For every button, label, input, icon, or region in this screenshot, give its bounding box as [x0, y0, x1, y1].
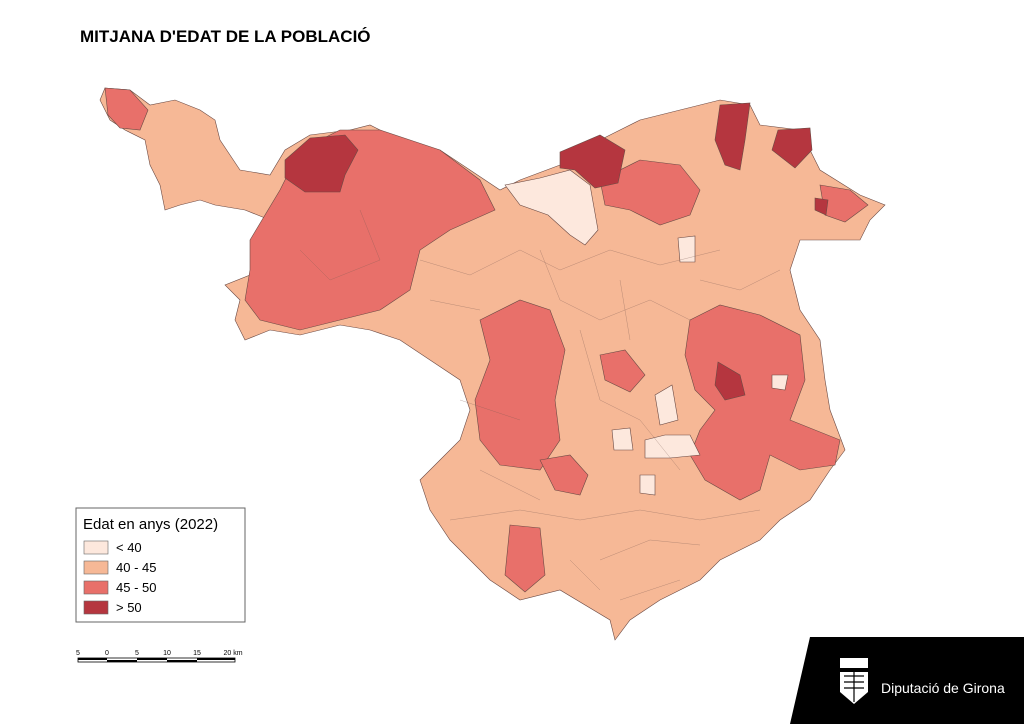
- region: [611, 427, 634, 451]
- region: [559, 134, 626, 189]
- region: [771, 374, 789, 391]
- region: [677, 235, 696, 263]
- scale-label: 5: [76, 650, 80, 657]
- scale-label: 5: [135, 650, 139, 657]
- region: [814, 197, 829, 216]
- region: [599, 159, 701, 226]
- region: [771, 127, 813, 169]
- region: [714, 361, 746, 401]
- region: [539, 454, 589, 496]
- region: [654, 384, 679, 426]
- logo-crown: [840, 658, 868, 668]
- scale-label: 10: [163, 650, 171, 657]
- legend-swatch: [83, 600, 109, 615]
- map: [99, 87, 886, 641]
- region: [639, 474, 656, 496]
- region: [504, 524, 546, 593]
- legend-swatch: [83, 580, 109, 595]
- scale-segment: [78, 658, 107, 660]
- scale-segment: [137, 658, 167, 660]
- legend: Edat en anys (2022) < 40 40 - 45 45 - 50 > …: [75, 507, 246, 623]
- region: [714, 102, 751, 171]
- legend-label: 45 - 50: [116, 580, 156, 595]
- legend-label: < 40: [116, 540, 142, 555]
- legend-swatch: [83, 560, 109, 575]
- region: [504, 169, 599, 246]
- scale-label: 20 km: [223, 650, 242, 657]
- scale-segment: [167, 660, 197, 662]
- scale-segment: [107, 660, 137, 662]
- scale-label: 15: [193, 650, 201, 657]
- scale-label: 0: [105, 650, 109, 657]
- logo-text: Diputació de Girona: [881, 680, 1005, 696]
- region: [599, 349, 646, 393]
- legend-label: 40 - 45: [116, 560, 156, 575]
- region: [104, 87, 149, 131]
- legend-label: > 50: [116, 600, 142, 615]
- logo-shield-lines: [844, 672, 864, 702]
- region: [644, 434, 701, 459]
- legend-swatch: [83, 540, 109, 555]
- scale-segment: [197, 658, 235, 660]
- legend-items: < 40 40 - 45 45 - 50 > 50: [83, 540, 156, 615]
- region: [684, 304, 841, 501]
- map-title: MITJANA D'EDAT DE LA POBLACIÓ: [80, 27, 371, 46]
- region: [474, 299, 566, 471]
- region: [284, 134, 359, 193]
- logo: Diputació de Girona: [790, 637, 1024, 724]
- municipal-boundaries: [299, 209, 781, 601]
- legend-title: Edat en anys (2022): [83, 516, 218, 533]
- scale-bar: 5 0 5 10 15 20 km: [76, 650, 243, 663]
